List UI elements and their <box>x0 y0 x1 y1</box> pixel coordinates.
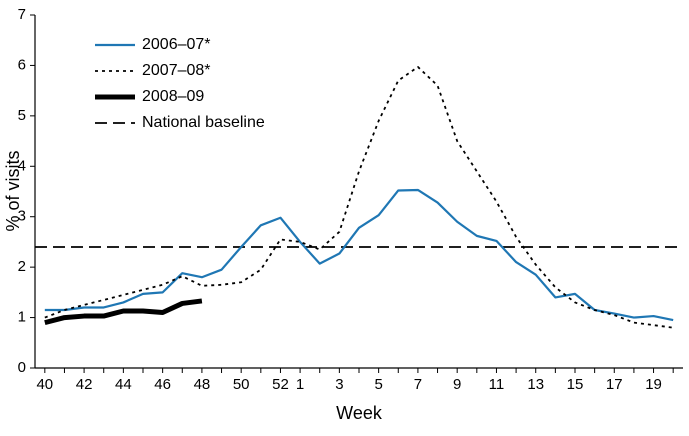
x-tick-label: 15 <box>567 376 584 393</box>
legend-label: 2007–08* <box>142 62 211 79</box>
x-tick-label: 3 <box>335 376 343 393</box>
x-axis-label: Week <box>336 403 383 423</box>
legend-label: 2006–07* <box>142 36 211 53</box>
x-tick-label: 48 <box>194 376 211 393</box>
x-tick-label: 44 <box>115 376 132 393</box>
x-tick-label: 46 <box>154 376 171 393</box>
x-tick-label: 7 <box>414 376 422 393</box>
y-tick-label: 0 <box>18 359 26 376</box>
series-line <box>44 188 674 322</box>
y-tick-label: 2 <box>18 258 26 275</box>
y-tick-label: 6 <box>18 56 26 73</box>
x-tick-label: 50 <box>233 376 250 393</box>
x-tick-label: 42 <box>76 376 93 393</box>
y-tick-label: 7 <box>18 6 26 23</box>
x-tick-label: 17 <box>606 376 623 393</box>
x-tick-label: 13 <box>527 376 544 393</box>
legend-label: 2008–09 <box>142 88 204 105</box>
y-axis-label: % of visits <box>3 150 23 231</box>
x-tick-label: 5 <box>374 376 382 393</box>
legend-label: National baseline <box>142 114 265 131</box>
x-tick-label: 1 <box>296 376 304 393</box>
series-line <box>44 66 674 329</box>
x-tick-label: 40 <box>36 376 53 393</box>
x-tick-label: 9 <box>453 376 461 393</box>
x-tick-label: 19 <box>645 376 662 393</box>
y-tick-label: 1 <box>18 309 26 326</box>
y-tick-label: 5 <box>18 107 26 124</box>
y-tick-label: 3 <box>18 208 26 225</box>
x-tick-label: 52 <box>272 376 289 393</box>
series-line <box>44 298 203 326</box>
x-tick-label: 11 <box>489 376 505 393</box>
y-tick-label: 4 <box>18 157 26 174</box>
